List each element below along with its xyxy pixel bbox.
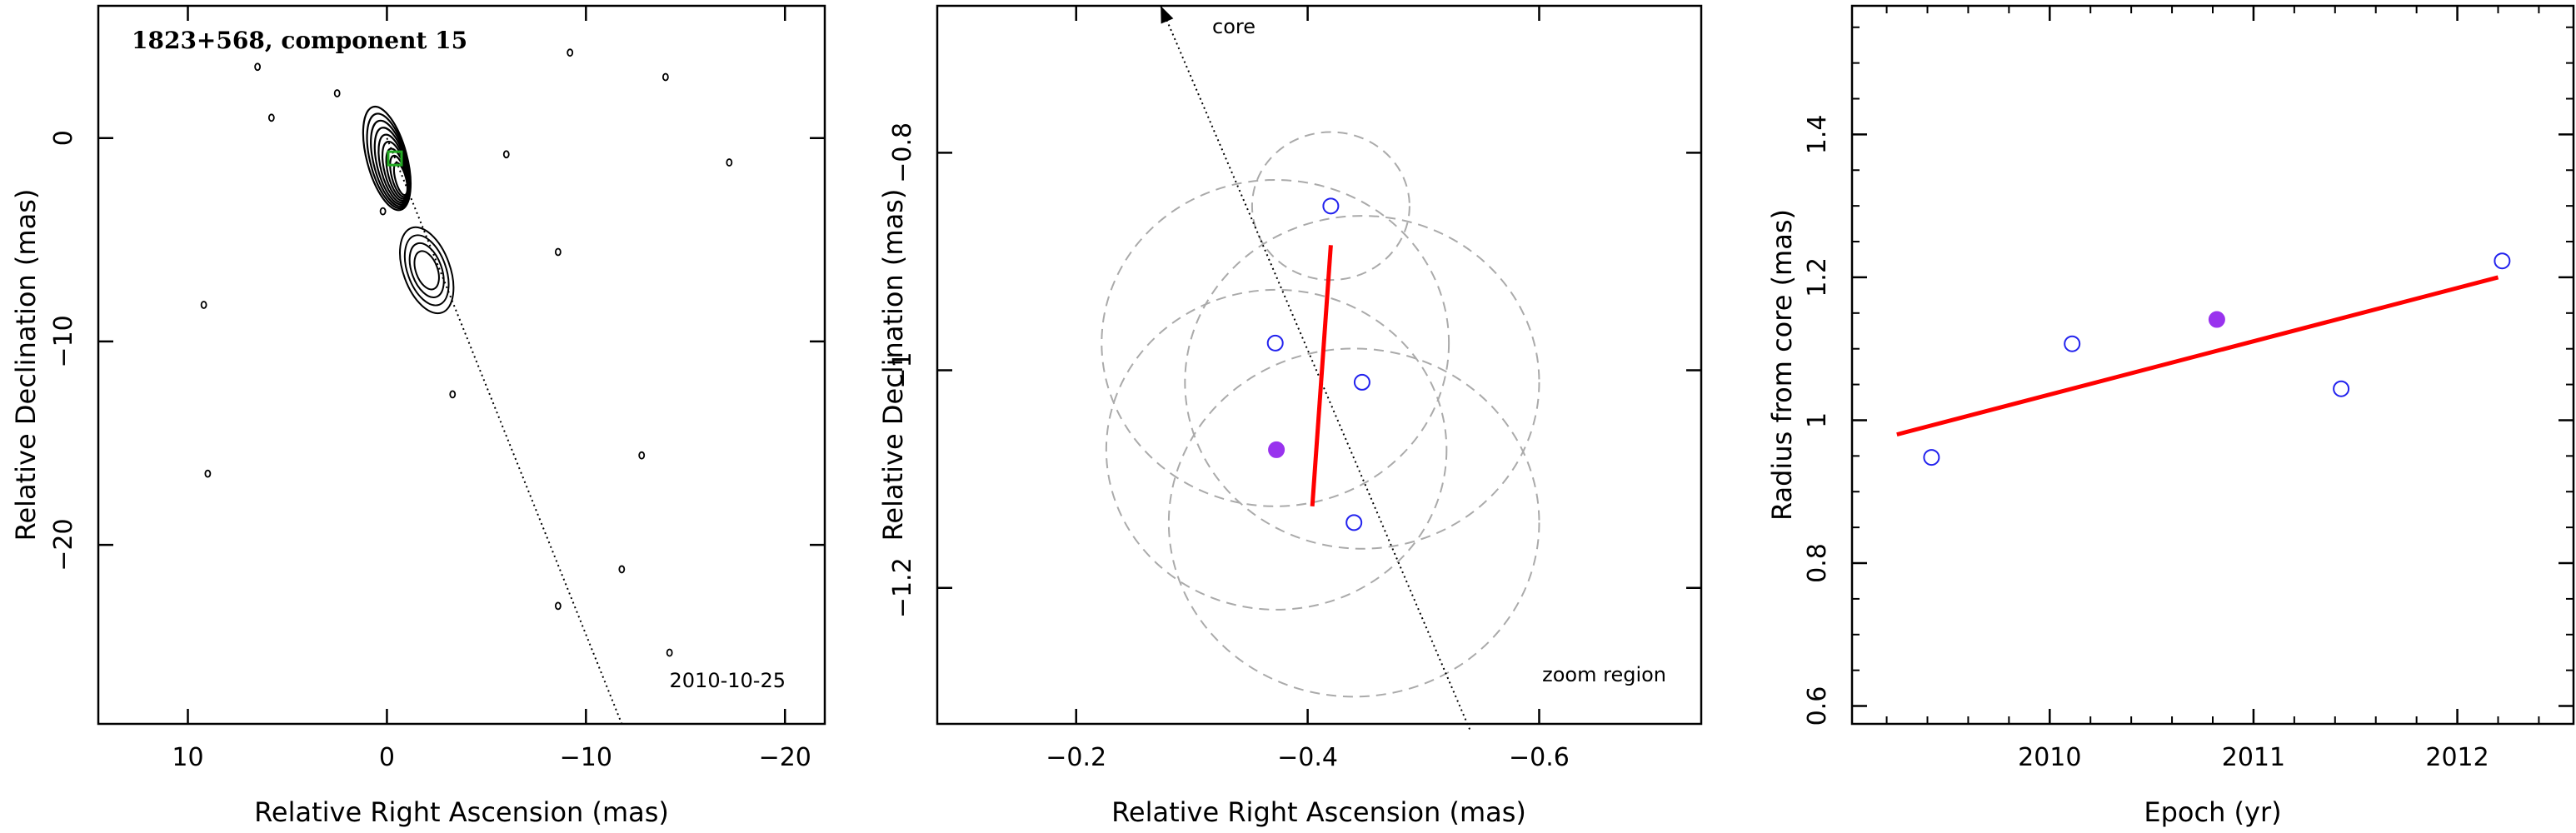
map-ytick-label: −20 xyxy=(49,518,78,571)
map-ytick-label: −10 xyxy=(49,315,78,367)
zoom-error-circle xyxy=(1251,131,1410,282)
map-noise-contour xyxy=(254,62,262,72)
map-jet-contour xyxy=(399,226,455,315)
map-jet-axis xyxy=(386,137,623,725)
radius-ytick-label: 1.2 xyxy=(1803,257,1832,297)
core-label: core xyxy=(1212,15,1256,38)
map-xtick-label: −20 xyxy=(759,743,811,772)
zoom-point xyxy=(1353,373,1370,391)
map-noise-contour xyxy=(333,89,341,97)
map-jet-contour xyxy=(408,242,445,298)
map-noise-contour xyxy=(554,601,562,611)
radius-xlabel: Epoch (yr) xyxy=(2144,796,2281,828)
zoom-point xyxy=(1345,514,1363,531)
zoom-region-label: zoom region xyxy=(1542,663,1666,686)
map-noise-contour xyxy=(200,301,207,309)
map-date-label: 2010-10-25 xyxy=(670,669,786,692)
radius-point xyxy=(1923,449,1940,466)
map-core-contour xyxy=(392,162,409,197)
map-noise-contour xyxy=(502,150,510,159)
zoom-core-arrowhead xyxy=(1161,6,1174,24)
radius-point-filled xyxy=(2208,311,2225,328)
map-jet-contour xyxy=(403,234,450,307)
radius-xtick-label: 2011 xyxy=(2222,743,2285,772)
map-xlabel: Relative Right Ascension (mas) xyxy=(254,796,669,828)
map-jet-contour xyxy=(413,250,440,291)
map-frame xyxy=(97,4,826,726)
zoom-ytick-label: −1 xyxy=(888,352,917,388)
map-ylabel: Relative Declination (mas) xyxy=(10,189,42,541)
zoom-point xyxy=(1322,197,1340,215)
map-noise-contour xyxy=(267,113,275,122)
radius-ytick-label: 0.6 xyxy=(1803,686,1832,726)
map-noise-contour xyxy=(379,207,387,216)
map-title: 1823+568, component 15 xyxy=(132,27,467,54)
map-ytick-label: 0 xyxy=(49,130,78,146)
zoom-error-circle xyxy=(1167,347,1540,698)
zoom-error-circle xyxy=(1184,215,1540,550)
radius-ytick-label: 1.4 xyxy=(1803,115,1832,155)
zoom-ytick-label: −0.8 xyxy=(888,122,917,183)
zoom-xtick-label: −0.6 xyxy=(1509,743,1570,772)
map-noise-contour xyxy=(449,390,457,399)
radius-point xyxy=(2064,335,2081,352)
radius-fit-line xyxy=(1896,275,2499,437)
zoom-ytick-label: −1.2 xyxy=(888,557,917,618)
map-noise-contour xyxy=(567,48,574,57)
zoom-core-direction xyxy=(1160,5,1471,730)
panel-zoom: core zoom region Relative Right Ascensio… xyxy=(877,4,1703,828)
map-component-marker xyxy=(387,150,403,167)
zoom-ylabel: Relative Declination (mas) xyxy=(877,189,909,541)
radius-point xyxy=(2333,380,2350,397)
panel-map: 1823+568, component 15 2010-10-25 Relati… xyxy=(10,4,826,828)
map-xtick-label: −10 xyxy=(560,743,612,772)
map-noise-contour xyxy=(618,565,626,574)
zoom-xtick-label: −0.4 xyxy=(1277,743,1338,772)
radius-ytick-label: 1 xyxy=(1803,412,1832,428)
map-xtick-label: 10 xyxy=(172,743,203,772)
radius-ylabel: Radius from core (mas) xyxy=(1766,209,1798,521)
radius-xtick-label: 2012 xyxy=(2425,743,2489,772)
radius-point xyxy=(2494,252,2511,270)
zoom-trend-segment xyxy=(1310,245,1333,506)
zoom-xlabel: Relative Right Ascension (mas) xyxy=(1111,796,1526,828)
zoom-point-filled xyxy=(1268,441,1286,458)
zoom-error-circle xyxy=(1105,288,1448,611)
radius-frame xyxy=(1850,4,2575,726)
map-xtick-label: 0 xyxy=(379,743,395,772)
radius-xtick-label: 2010 xyxy=(2018,743,2081,772)
map-noise-contour xyxy=(204,469,212,478)
radius-ytick-label: 0.8 xyxy=(1803,543,1832,583)
zoom-point xyxy=(1266,334,1284,352)
map-noise-contour xyxy=(666,648,673,657)
map-noise-contour xyxy=(726,158,733,167)
panel-radius: Epoch (yr) Radius from core (mas) 2010 20… xyxy=(1766,4,2575,828)
map-noise-contour xyxy=(638,451,646,460)
map-noise-contour xyxy=(554,247,562,257)
map-noise-contour xyxy=(661,72,669,82)
zoom-xtick-label: −0.2 xyxy=(1046,743,1106,772)
zoom-frame xyxy=(936,4,1703,726)
zoom-error-circle xyxy=(1101,178,1450,507)
